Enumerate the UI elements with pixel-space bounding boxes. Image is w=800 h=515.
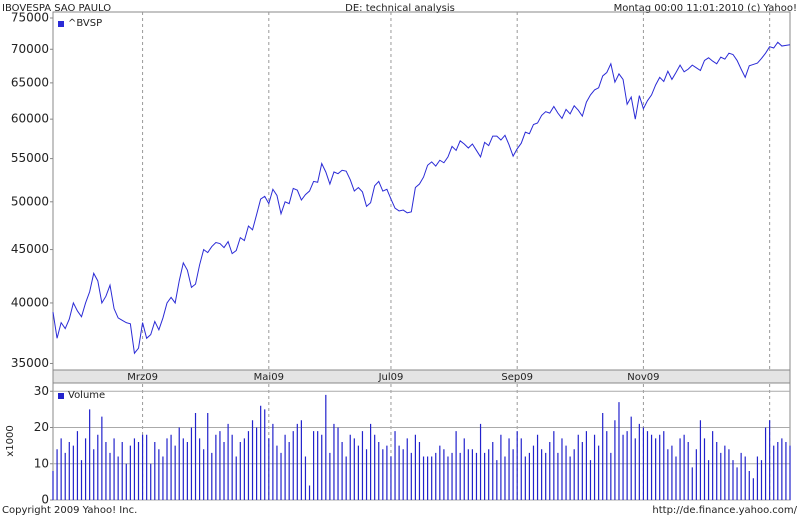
month-band xyxy=(52,369,791,384)
annotation: Montag 00:00 11:01:2010 (c) Yahoo! xyxy=(614,3,797,14)
y-tick-label: 70000 xyxy=(11,42,49,56)
legend-swatch xyxy=(58,21,64,27)
legend-label: Volume xyxy=(68,390,105,401)
legend-swatch xyxy=(58,393,64,399)
y-axis-label: x1000 xyxy=(5,425,16,456)
y-tick-label: 45000 xyxy=(11,242,49,256)
y-tick-label: 65000 xyxy=(11,75,49,89)
y-tick-label: 30 xyxy=(34,384,49,398)
x-tick-label: Nov09 xyxy=(627,372,659,383)
subtitle: DE: technical analysis xyxy=(345,3,455,14)
x-tick-label: Jul09 xyxy=(378,372,404,383)
y-tick-label: 50000 xyxy=(11,194,49,208)
y-tick-label: 20 xyxy=(34,420,49,434)
legend-label: ^BVSP xyxy=(68,18,102,29)
y-tick-label: 35000 xyxy=(11,356,49,370)
y-tick-label: 0 xyxy=(41,493,49,507)
y-tick-label: 75000 xyxy=(11,11,49,25)
footer-left: Copyright 2009 Yahoo! Inc. xyxy=(2,505,137,515)
x-tick-label: Mrz09 xyxy=(127,372,158,383)
price-line xyxy=(52,41,791,355)
price-frame xyxy=(52,11,791,371)
footer-right: http://de.finance.yahoo.com/ xyxy=(652,505,797,515)
y-tick-label: 55000 xyxy=(11,151,49,165)
chart-title: IBOVESPA SAO PAULO xyxy=(2,3,111,14)
y-tick-label: 40000 xyxy=(11,295,49,309)
y-tick-label: 60000 xyxy=(11,112,49,126)
y-tick-label: 10 xyxy=(34,456,49,470)
x-tick-label: Sep09 xyxy=(501,372,533,383)
x-tick-label: Mai09 xyxy=(254,372,284,383)
